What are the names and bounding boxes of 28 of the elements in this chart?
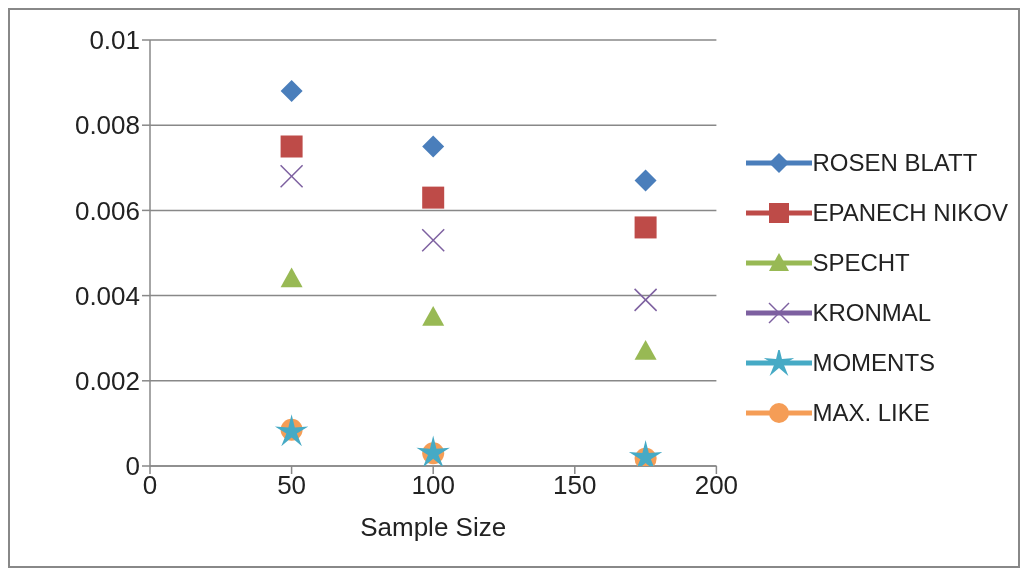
y-tick-label: 0.006 bbox=[74, 195, 140, 226]
y-tick-label: 0.004 bbox=[74, 280, 140, 311]
point bbox=[416, 435, 450, 466]
y-tick-label: 0.002 bbox=[74, 366, 140, 397]
y-tick-label: 0 bbox=[125, 451, 140, 482]
legend-label: EPANECH NIKOV bbox=[812, 199, 1008, 227]
x-tick-label: 50 bbox=[277, 470, 307, 501]
x-axis-title: Sample Size bbox=[360, 512, 507, 542]
point bbox=[274, 414, 309, 447]
legend-label: MOMENTS bbox=[812, 349, 936, 377]
x-tick-label: 100 bbox=[411, 470, 455, 501]
legend-label: KRONMAL bbox=[812, 299, 932, 327]
point bbox=[280, 135, 303, 158]
point bbox=[634, 169, 657, 192]
point bbox=[422, 305, 445, 326]
y-tick-label: 0.008 bbox=[74, 110, 140, 141]
point bbox=[634, 216, 657, 239]
point bbox=[280, 80, 303, 103]
point bbox=[422, 135, 445, 158]
y-tick-label: 0.01 bbox=[89, 25, 140, 56]
point bbox=[422, 186, 445, 209]
x-tick-label: 150 bbox=[553, 470, 597, 501]
legend-label: ROSEN BLATT bbox=[812, 149, 978, 177]
legend-label: MAX. LIKE bbox=[812, 399, 930, 427]
x-tick-label: 200 bbox=[694, 470, 739, 501]
legend-label: SPECHT bbox=[812, 249, 910, 277]
point bbox=[280, 267, 303, 288]
point bbox=[634, 339, 657, 360]
